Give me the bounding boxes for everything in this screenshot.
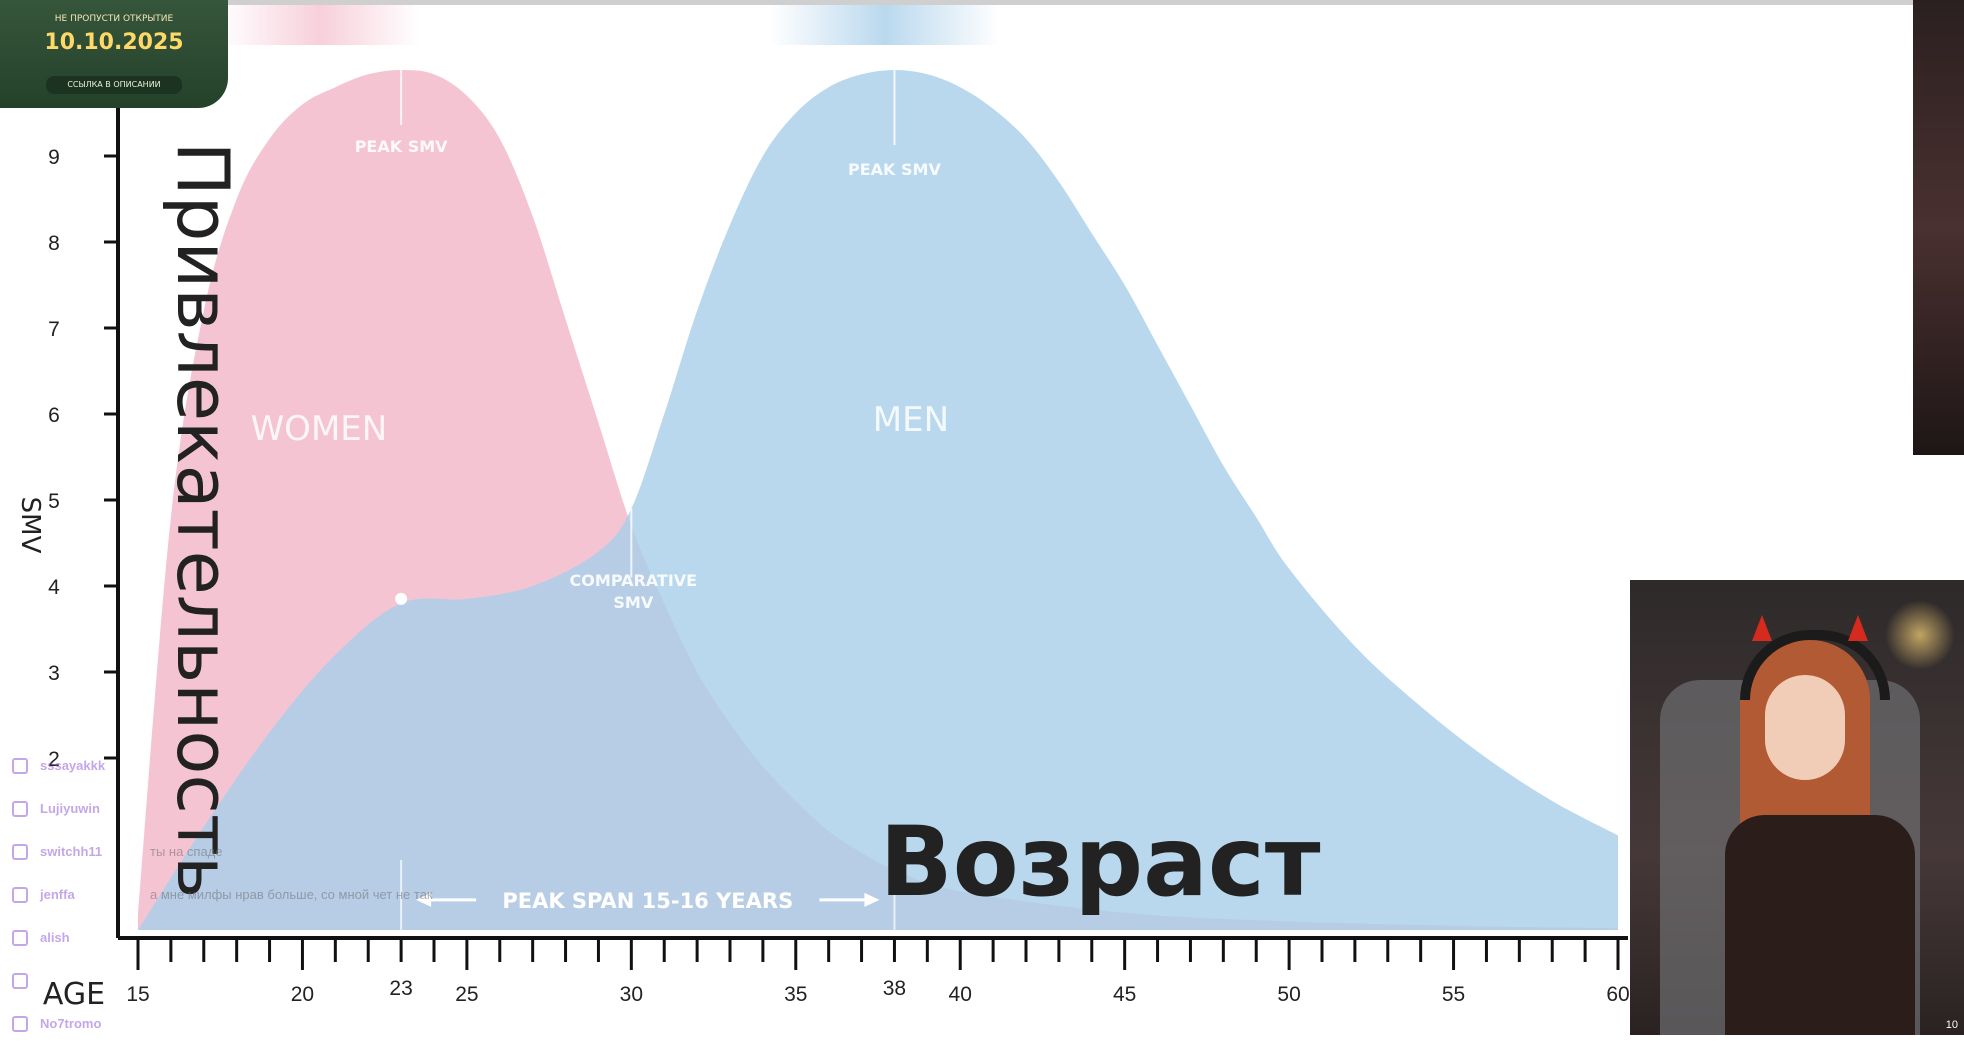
women-peak-tick-label: 23 <box>389 977 412 1000</box>
chat-line: jenffa а мне милфы нрав больше, со мной … <box>0 874 500 917</box>
streamer-body <box>1725 815 1915 1035</box>
x-tick-label: 35 <box>784 983 807 1006</box>
men-peak-tick-label: 38 <box>883 977 906 1000</box>
x-tick-label: 50 <box>1277 983 1300 1006</box>
chat-username: jenffa <box>40 887 75 902</box>
top-right-video-strip <box>1913 0 1964 455</box>
y-tick-label: 5 <box>48 490 60 513</box>
banner-link-text: ССЫЛКА В ОПИСАНИИ <box>46 76 182 94</box>
banner-date: 10.10.2025 <box>44 30 184 55</box>
comparative-label-line2: SMV <box>613 593 653 612</box>
x-axis-overlay-title: Возраст <box>880 806 1321 918</box>
women-peak-label: PEAK SMV <box>355 137 448 156</box>
chat-username: No7tromo <box>40 1016 102 1031</box>
chat-line: sssayakkk <box>0 745 500 788</box>
y-tick-label: 7 <box>48 318 60 341</box>
x-tick-label: 45 <box>1113 983 1136 1006</box>
top-glow-blue <box>770 5 1000 45</box>
y-axis-title: SMV <box>15 497 45 554</box>
y-tick-label: 9 <box>48 146 60 169</box>
chat-username: alish <box>40 930 70 945</box>
frame-top-border <box>0 0 1964 5</box>
twitch-chat-icon <box>12 844 28 860</box>
x-tick-label: 15 <box>126 983 149 1006</box>
chat-line: alish <box>0 917 500 960</box>
devil-horn-right-icon <box>1848 615 1868 641</box>
chat-username: Lujiyuwin <box>40 801 100 816</box>
chat-line: switchh11 ты на спаде <box>0 831 500 874</box>
women-comparative-dot <box>395 592 408 605</box>
men-peak-label: PEAK SMV <box>848 160 941 179</box>
y-tick-label: 6 <box>48 404 60 427</box>
twitch-chat-icon <box>12 1016 28 1032</box>
x-tick-label: 60 <box>1606 983 1629 1006</box>
event-banner[interactable]: НЕ ПРОПУСТИ ОТКРЫТИЕ 10.10.2025 ССЫЛКА В… <box>0 0 228 108</box>
x-tick-label: 20 <box>291 983 314 1006</box>
y-tick-label: 4 <box>48 576 60 599</box>
twitch-chat-icon <box>12 930 28 946</box>
series-area-men <box>138 70 1618 930</box>
chat-line <box>0 960 500 1003</box>
twitch-chat-icon <box>12 973 28 989</box>
top-glow-pink <box>220 5 420 45</box>
comparative-label-line1: COMPARATIVE <box>570 571 698 590</box>
y-axis-overlay-title: Привлекательность <box>161 142 245 899</box>
banner-top-text: НЕ ПРОПУСТИ ОТКРЫТИЕ <box>54 14 174 24</box>
span-arrowhead-right <box>864 892 880 907</box>
x-tick-label: 30 <box>620 983 643 1006</box>
peak-span-label: PEAK SPAN 15-16 YEARS <box>502 889 793 913</box>
streamer-webcam <box>1630 580 1964 1035</box>
y-tick-label: 2 <box>48 748 60 771</box>
chat-line: No7tromo <box>0 1003 500 1046</box>
x-tick-label: 25 <box>455 983 478 1006</box>
chat-line: Lujiyuwin <box>0 788 500 831</box>
corner-number: 10 <box>1945 1019 1958 1031</box>
chat-message: ты на спаде <box>150 844 223 859</box>
x-tick-label: 40 <box>949 983 972 1006</box>
y-tick-label: 3 <box>48 662 60 685</box>
x-axis-title: AGE <box>43 977 105 1012</box>
twitch-chat-icon <box>12 887 28 903</box>
chat-overlay: sssayakkk Lujiyuwin switchh11 ты на спад… <box>0 745 500 1046</box>
x-tick-label: 55 <box>1442 983 1465 1006</box>
women-area-label: WOMEN <box>251 409 388 449</box>
chat-username: sssayakkk <box>40 758 106 773</box>
span-arrowhead-left <box>416 892 432 907</box>
twitch-chat-icon <box>12 758 28 774</box>
chat-username: switchh11 <box>40 844 103 859</box>
y-tick-label: 8 <box>48 232 60 255</box>
devil-horn-left-icon <box>1752 615 1772 641</box>
fairy-lights <box>1885 600 1955 670</box>
men-area-label: MEN <box>873 400 949 440</box>
twitch-chat-icon <box>12 801 28 817</box>
chat-message: а мне милфы нрав больше, со мной чет не … <box>150 887 433 902</box>
